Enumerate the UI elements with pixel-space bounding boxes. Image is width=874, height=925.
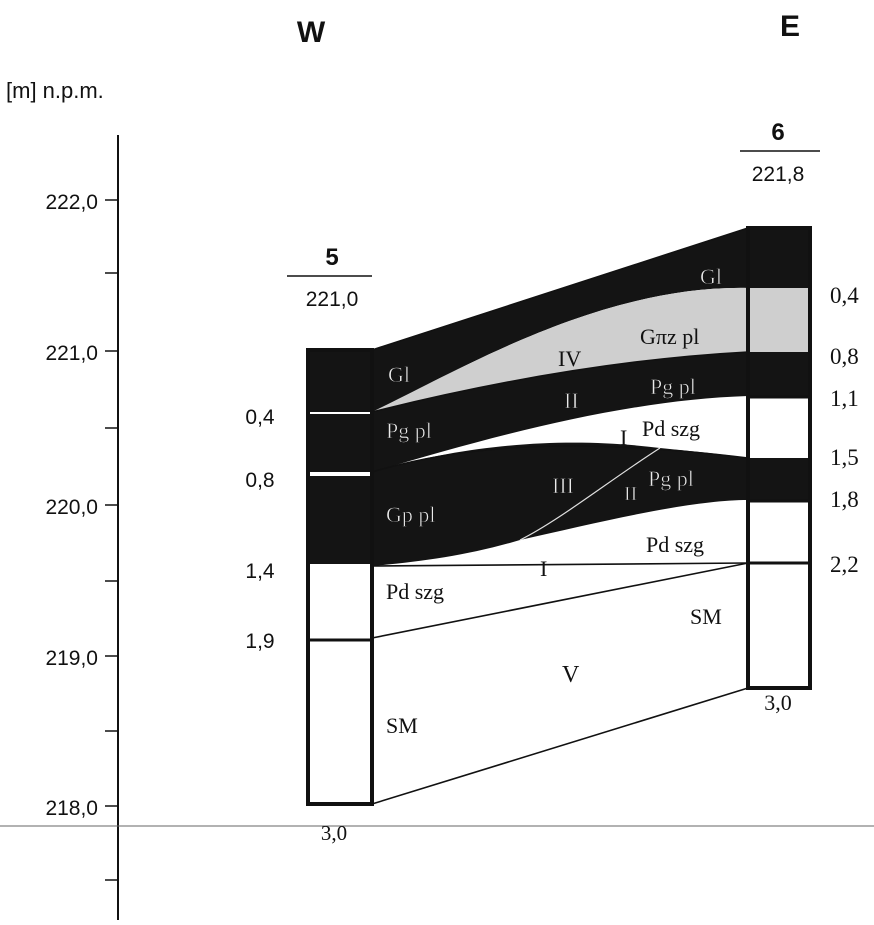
layer-gpz-band [372,287,748,412]
borehole-6-bottom-depth: 3,0 [764,690,792,715]
west-direction-label: W [297,16,326,49]
layer-label-gl: Gl [388,362,410,387]
layer-gl-band [372,228,748,412]
borehole-5-elevation: 221,0 [306,288,359,311]
axis-tick-label: 218,0 [45,797,98,820]
layer-label-pd-szg: Pd szg [386,579,444,604]
layer-gp-band [372,442,660,566]
borehole-6-column [746,226,812,690]
borehole-5-column [306,348,374,806]
axis-tick-label: 220,0 [45,496,98,519]
layer-label-i: I [540,556,547,581]
borehole-5-bottom-depth: 3,0 [321,821,347,845]
borehole-6-depth-label: 1,8 [830,487,859,512]
layer-label-pd-szg: Pd szg [642,416,700,441]
borehole-5-depth-label: 0,8 [245,469,274,492]
borehole-5-depth-label: 1,4 [245,560,275,583]
layer-label-i: I [620,425,627,450]
axis-tick-label: 221,0 [45,342,98,365]
borehole-6-depth-label: 0,4 [830,283,859,308]
layer-label-sm: SM [386,713,418,738]
layer-label-ii: II [564,388,579,413]
borehole-6-elevation: 221,8 [752,163,805,186]
borehole-6-depth-label: 1,5 [830,445,859,470]
axis-tick-label: 222,0 [45,191,98,214]
layer-label-gp-pl: Gp pl [386,502,436,527]
borehole-5-depth-label: 1,9 [245,630,274,653]
layer-label-v: V [562,662,580,688]
borehole-5-number: 5 [325,244,338,271]
borehole-6-number: 6 [771,119,784,146]
layer-label-gl: Gl [700,264,722,289]
borehole-6-depth-label: 2,2 [830,552,859,577]
layer-label-pg-pl: Pg pl [386,418,432,443]
borehole-5-depth-label: 0,4 [245,406,275,429]
layer-label-gpz-pl: Gπz pl [640,324,699,349]
correlation-zone [371,227,749,805]
layer-label-ii: II [624,483,637,505]
layer-pg-upper-band [372,352,748,472]
axis-unit-label: [m] n.p.m. [6,78,104,103]
layer-label-sm: SM [690,604,722,629]
layer-label-pg-pl: Pg pl [648,466,694,491]
axis-tick-label: 219,0 [45,647,98,670]
borehole-6-depth-label: 1,1 [830,386,859,411]
layer-label-iv: IV [558,346,581,371]
layer-label-pg-pl: Pg pl [650,374,696,399]
axis-tick-marks [105,199,118,881]
layer-label-iii: III [552,473,574,498]
layer-pg-lower-band [520,448,748,540]
borehole-6-depth-label: 0,8 [830,344,859,369]
east-direction-label: E [780,10,800,43]
layer-label-pd-szg: Pd szg [646,532,704,557]
